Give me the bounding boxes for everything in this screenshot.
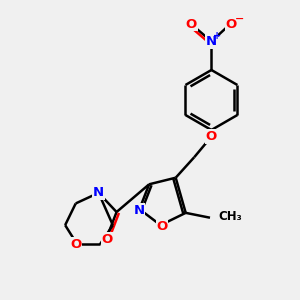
Text: N: N: [206, 35, 217, 48]
Text: O: O: [226, 18, 237, 31]
Text: +: +: [212, 31, 220, 41]
Text: O: O: [70, 238, 81, 251]
Text: O: O: [156, 220, 168, 233]
Text: CH₃: CH₃: [218, 210, 242, 223]
Text: N: N: [133, 204, 144, 217]
Text: N: N: [93, 186, 104, 200]
Text: O: O: [101, 233, 113, 246]
Text: O: O: [186, 18, 197, 31]
Text: −: −: [235, 14, 244, 24]
Text: O: O: [206, 130, 217, 143]
